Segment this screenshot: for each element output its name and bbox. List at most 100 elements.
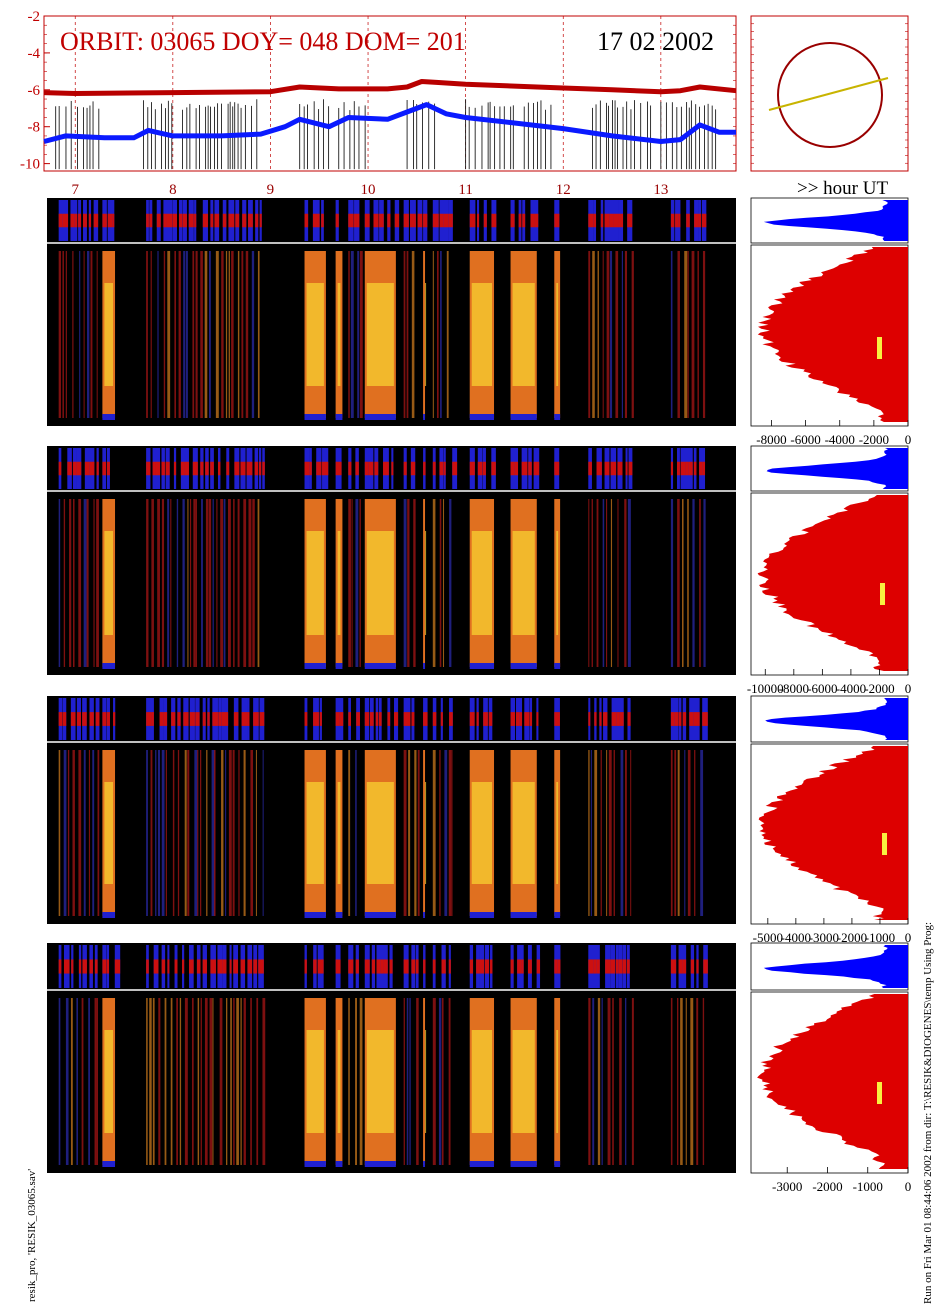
strip-column-core <box>84 461 91 476</box>
histogram-panel: -8000 -6000 -4000 -2000 0 <box>750 197 911 447</box>
strip-column-core <box>72 461 77 476</box>
noise-column <box>183 251 186 418</box>
strip-column-core <box>599 712 602 726</box>
strip-column-core <box>609 213 614 228</box>
strip-column-core <box>82 959 87 974</box>
strip-column-core <box>188 213 194 228</box>
noise-column <box>150 251 152 418</box>
noise-column <box>164 998 167 1165</box>
strip-column-core <box>88 213 92 228</box>
strip-column-core <box>156 213 161 228</box>
noise-column <box>201 499 203 667</box>
strip-column-core <box>403 712 409 726</box>
strip-column-core <box>686 213 690 228</box>
strip-column-core <box>304 461 310 476</box>
noise-column <box>179 998 182 1165</box>
strip-column-core <box>195 712 200 726</box>
strip-column-core <box>93 213 99 228</box>
noise-column <box>225 750 227 916</box>
noise-column <box>413 499 416 667</box>
noise-column <box>608 750 612 916</box>
strip-column-core <box>490 959 493 974</box>
strip-column-core <box>177 712 181 726</box>
noise-column <box>238 750 240 916</box>
peak-marker <box>880 583 885 605</box>
strip-column-core <box>183 712 189 726</box>
strip-column-core <box>217 461 221 476</box>
noise-column <box>670 499 674 667</box>
noise-column <box>257 251 260 418</box>
band-base <box>469 414 495 420</box>
strip-column-core <box>149 213 153 228</box>
peak-marker <box>882 833 887 855</box>
noise-column <box>157 499 160 667</box>
hour-tick-label: 13 <box>653 182 668 198</box>
noise-column <box>441 998 444 1165</box>
noise-column <box>597 251 599 418</box>
noise-column <box>78 750 82 916</box>
noise-column <box>248 499 252 667</box>
noise-column <box>225 251 228 418</box>
histogram-panel: -3000 -2000 -1000 0 <box>750 942 911 1194</box>
noise-column <box>442 499 445 667</box>
strip-column-core <box>703 959 708 974</box>
noise-column <box>631 998 634 1165</box>
strip-column-core <box>409 213 416 228</box>
noise-column <box>612 998 614 1165</box>
strip-column-core <box>678 213 681 228</box>
top-ytick-label: -2 <box>28 9 41 25</box>
strip-column-core <box>95 712 100 726</box>
strip-column-core <box>180 461 187 476</box>
band-base <box>102 414 116 420</box>
strip-column-core <box>153 959 159 974</box>
noise-column <box>250 750 254 916</box>
strip-column-core <box>557 959 561 974</box>
strip-column-core <box>325 461 329 476</box>
band-base <box>423 663 426 669</box>
band-base <box>554 663 561 669</box>
noise-column <box>146 251 148 418</box>
noise-column <box>72 251 74 418</box>
bright-band-core <box>366 531 394 635</box>
strip-column-core <box>588 461 592 476</box>
bright-band-core <box>471 1030 493 1133</box>
noise-column <box>146 499 149 667</box>
strip-column-core <box>678 959 684 974</box>
histogram-red-area <box>757 994 908 1169</box>
noise-column <box>594 750 598 916</box>
noise-column <box>449 499 452 667</box>
noise-column <box>597 998 601 1165</box>
strip-column-core <box>369 712 374 726</box>
band-base <box>469 1161 495 1167</box>
strip-column-core <box>529 712 533 726</box>
band-base <box>364 663 396 669</box>
hour-tick-label: 12 <box>556 182 571 198</box>
strip-column-core <box>58 959 62 974</box>
noise-column <box>605 499 608 667</box>
noise-column <box>676 998 679 1165</box>
strip-column-core <box>161 959 166 974</box>
histogram-red-area <box>757 247 908 422</box>
band-base <box>364 414 396 420</box>
strip-column-core <box>699 461 704 476</box>
strip-column-core <box>364 213 370 228</box>
strip-column-core <box>233 712 239 726</box>
strip-column-core <box>194 213 197 228</box>
hour-ut-label: >> hour UT <box>797 178 888 199</box>
noise-column <box>359 251 363 418</box>
bright-band-core <box>104 1030 114 1133</box>
strip-column-core <box>146 959 149 974</box>
strip-column-core <box>248 213 253 228</box>
strip-column-core <box>521 461 528 476</box>
noise-column <box>601 998 603 1165</box>
noise-column <box>206 750 208 916</box>
noise-column <box>161 750 165 916</box>
spectrogram-panel <box>47 943 736 1173</box>
strip-column-core <box>469 461 475 476</box>
bright-band-core <box>471 531 493 635</box>
strip-column-core <box>693 461 697 476</box>
noise-column <box>417 750 420 916</box>
noise-column <box>615 251 619 418</box>
strip-column-core <box>610 959 616 974</box>
band-base <box>364 912 396 918</box>
